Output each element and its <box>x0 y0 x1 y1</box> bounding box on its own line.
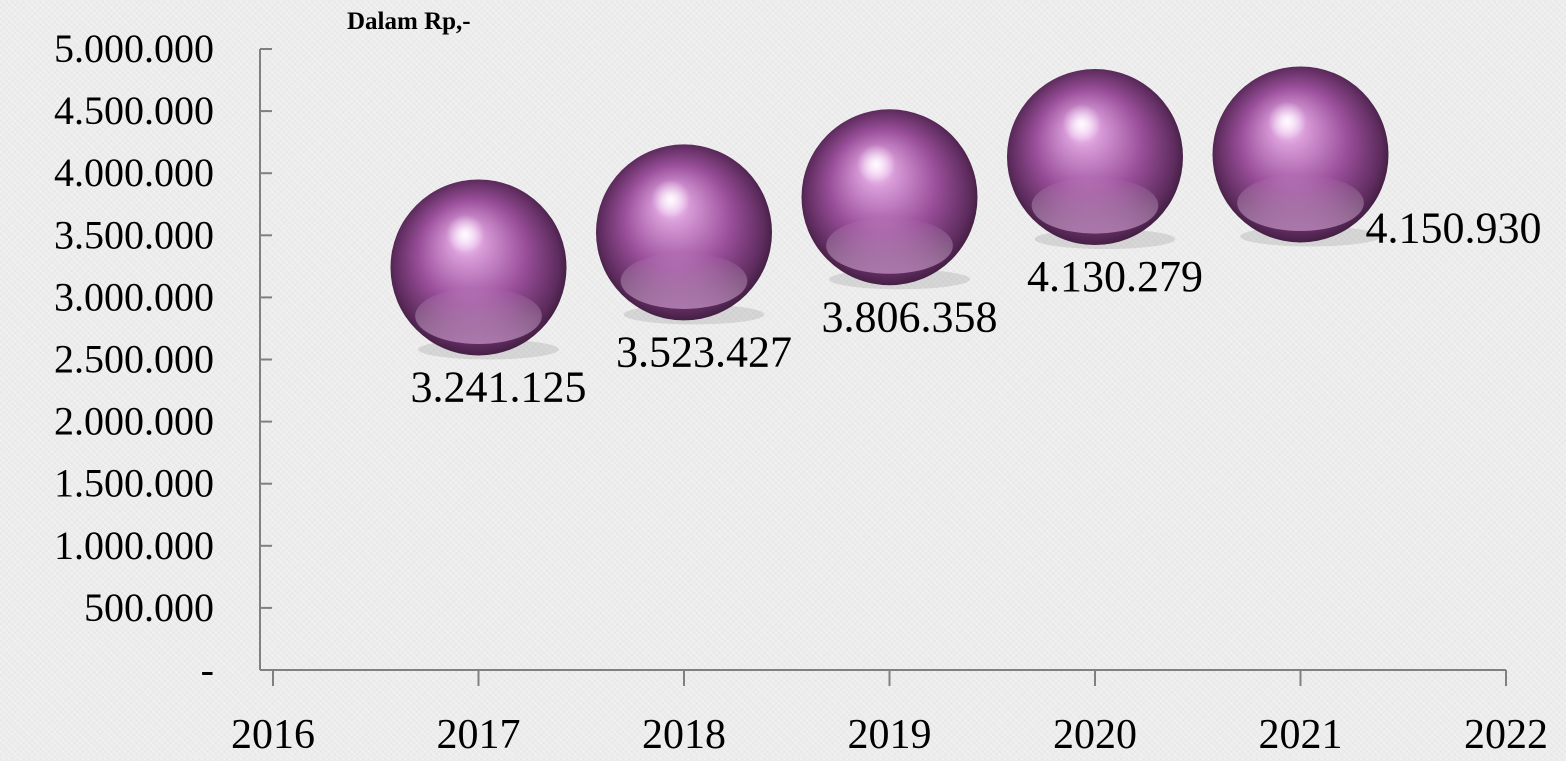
x-tick-label: 2022 <box>1464 712 1548 757</box>
y-tick-label: 5.000.000 <box>54 26 214 71</box>
data-point: 4.150.930 <box>1212 66 1542 252</box>
y-tick-label: 500.000 <box>84 585 214 630</box>
sphere-shine <box>856 144 896 184</box>
x-tick-label: 2018 <box>642 712 726 757</box>
y-tick-label: 4.500.000 <box>54 88 214 133</box>
sphere-shine <box>445 214 485 254</box>
data-point: 4.130.279 <box>1007 69 1203 301</box>
sphere-rim-highlight <box>1237 174 1364 232</box>
sphere-rim-highlight <box>415 287 542 345</box>
y-tick-label: - <box>201 647 214 692</box>
data-label: 4.130.279 <box>1027 252 1203 301</box>
axes-layer: - 500.000 1.000.000 1.500.000 2.000.000 2.500… <box>54 26 1548 758</box>
x-tick-label: 2016 <box>231 712 315 757</box>
sphere-rim-highlight <box>620 252 748 309</box>
sphere-shine <box>651 179 691 219</box>
y-tick-label: 3.500.000 <box>54 212 214 257</box>
data-label: 3.806.358 <box>822 292 998 341</box>
y-tick-label: 2.500.000 <box>54 337 214 382</box>
y-tick-label: 1.000.000 <box>54 523 214 568</box>
data-point: 3.241.125 <box>390 179 587 411</box>
y-tick-label: 3.000.000 <box>54 274 214 319</box>
data-label: 4.150.930 <box>1366 203 1542 252</box>
sphere-rim-highlight <box>826 217 953 274</box>
x-tick-label: 2019 <box>848 712 932 757</box>
sphere-rim-highlight <box>1031 177 1159 234</box>
x-tick-label: 2020 <box>1053 712 1137 757</box>
data-label: 3.523.427 <box>616 327 792 376</box>
y-tick-label: 1.500.000 <box>54 461 214 506</box>
data-point: 3.523.427 <box>596 144 792 376</box>
data-label: 3.241.125 <box>411 362 587 411</box>
y-tick-label: 2.000.000 <box>54 399 214 444</box>
points-layer: 3.241.125 3.523.427 3.806.358 4.130.279 4.15… <box>390 66 1542 411</box>
unit-label: Dalam Rp,- <box>347 8 471 35</box>
data-point: 3.806.358 <box>801 109 998 341</box>
sphere-shine <box>1267 101 1307 141</box>
sphere-shine <box>1062 104 1102 143</box>
y-tick-label: 4.000.000 <box>54 150 214 195</box>
x-tick-label: 2017 <box>437 712 521 757</box>
x-tick-label: 2021 <box>1259 712 1343 757</box>
